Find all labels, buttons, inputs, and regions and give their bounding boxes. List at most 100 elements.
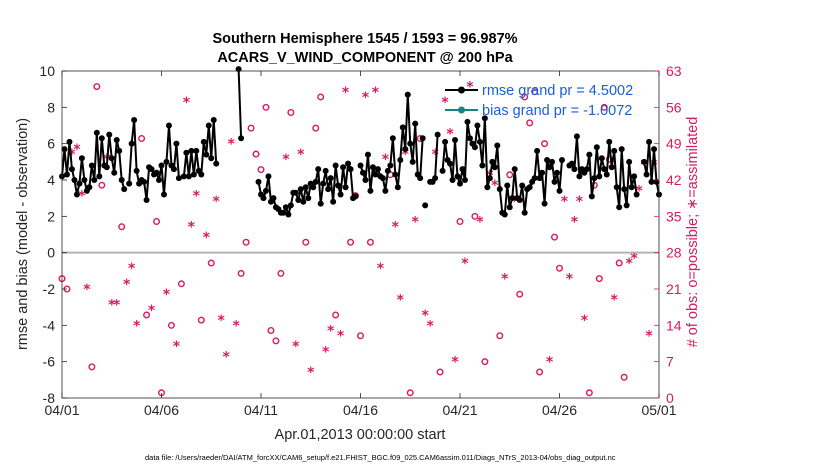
obs-possible-marker	[366, 238, 374, 246]
obs-assimilated-marker: *	[625, 256, 633, 272]
rmse-point	[320, 180, 327, 187]
obs-possible-marker	[347, 238, 355, 246]
obs-assimilated-marker: *	[78, 189, 86, 205]
y2-tick-label: 21	[666, 281, 682, 297]
obs-assimilated-marker: *	[297, 147, 305, 163]
rmse-point	[476, 138, 483, 145]
rmse-point	[106, 131, 113, 138]
rmse-point	[163, 158, 170, 165]
obs-possible-marker	[436, 368, 444, 376]
rmse-point	[96, 173, 103, 180]
rmse-point	[203, 151, 210, 158]
rmse-point	[369, 164, 376, 171]
obs-assimilated-marker: *	[128, 261, 136, 277]
rmse-point	[165, 122, 172, 129]
y-tick-label: 0	[47, 245, 55, 261]
obs-possible-marker	[496, 332, 504, 340]
obs-assimilated-marker: *	[501, 272, 509, 288]
rmse-point	[193, 147, 200, 154]
rmse-point	[506, 204, 513, 211]
rmse-point	[586, 151, 593, 158]
obs-possible-marker	[262, 103, 270, 111]
rmse-point	[407, 140, 414, 147]
obs-assimilated-marker: *	[372, 85, 380, 101]
rmse-point	[464, 118, 471, 125]
obs-possible-marker	[536, 368, 544, 376]
rmse-point	[556, 187, 563, 194]
rmse-point	[111, 169, 118, 176]
rmse-point	[646, 138, 653, 145]
obs-possible-marker	[615, 259, 623, 267]
obs-possible-marker	[556, 264, 564, 272]
y-tick-label: 2	[47, 208, 55, 224]
rmse-point	[387, 162, 394, 169]
obs-assimilated-marker: *	[68, 147, 76, 163]
rmse-series-line	[237, 69, 243, 139]
rmse-point	[412, 120, 419, 127]
obs-assimilated-marker: *	[73, 142, 81, 158]
rmse-point	[173, 140, 180, 147]
rmse-point	[516, 196, 523, 203]
rmse-point	[262, 187, 269, 194]
obs-assimilated-marker: *	[412, 215, 420, 231]
obs-assimilated-marker: *	[163, 287, 171, 303]
rmse-point	[71, 177, 78, 183]
rmse-point	[292, 189, 299, 196]
obs-possible-marker	[138, 134, 146, 142]
obs-assimilated-marker: *	[148, 303, 156, 319]
rmse-point	[641, 158, 648, 165]
obs-assimilated-marker: *	[402, 147, 410, 163]
rmse-point	[86, 184, 93, 191]
rmse-point	[335, 182, 342, 189]
rmse-point	[608, 164, 615, 171]
rmse-point	[486, 175, 493, 182]
rmse-point	[103, 164, 110, 171]
x-tick-label: 05/01	[641, 402, 676, 418]
obs-assimilated-marker: *	[422, 308, 430, 324]
rmse-point	[442, 138, 449, 145]
rmse-point	[616, 204, 623, 211]
rmse-point	[200, 138, 207, 145]
rmse-point	[573, 133, 580, 140]
rmse-point	[68, 166, 75, 173]
obs-assimilated-marker: *	[342, 85, 350, 101]
obs-assimilated-marker: *	[446, 126, 454, 142]
rmse-point	[213, 160, 220, 167]
rmse-point	[131, 117, 138, 124]
rmse-point	[208, 155, 215, 162]
rmse-point	[78, 155, 85, 162]
obs-assimilated-marker: *	[426, 318, 434, 334]
rmse-point	[422, 202, 429, 209]
obs-assimilated-marker: *	[451, 355, 459, 371]
rmse-point	[317, 200, 324, 207]
chart-title: Southern Hemisphere 1545 / 1593 = 96.987…	[212, 31, 517, 47]
rmse-point	[287, 202, 294, 209]
rmse-point	[66, 138, 73, 145]
obs-possible-marker	[242, 238, 250, 246]
rmse-point	[606, 138, 613, 145]
rmse-point	[198, 171, 205, 178]
rmse-point	[392, 171, 399, 178]
obs-assimilated-marker: *	[397, 292, 405, 308]
obs-assimilated-marker: *	[203, 230, 211, 246]
rmse-point	[205, 122, 212, 129]
rmse-point	[596, 173, 603, 180]
obs-assimilated-marker: *	[461, 256, 469, 272]
rmse-point	[367, 187, 374, 194]
rmse-point	[76, 180, 83, 187]
obs-possible-marker	[531, 88, 539, 96]
y-tick-label: -4	[43, 317, 56, 333]
y2-axis-label: # of obs: o=possible; ∗=assimilated	[685, 117, 701, 348]
rmse-point	[141, 178, 148, 185]
rmse-point	[648, 178, 655, 185]
rmse-point	[613, 184, 620, 191]
rmse-point	[305, 195, 312, 202]
rmse-point	[255, 178, 262, 185]
rmse-point	[623, 202, 630, 209]
y2-tick-label: 0	[666, 390, 674, 406]
rmse-point	[419, 135, 426, 142]
y-tick-label: -8	[43, 390, 56, 406]
obs-possible-marker	[237, 269, 245, 277]
obs-assimilated-marker: *	[113, 298, 121, 314]
